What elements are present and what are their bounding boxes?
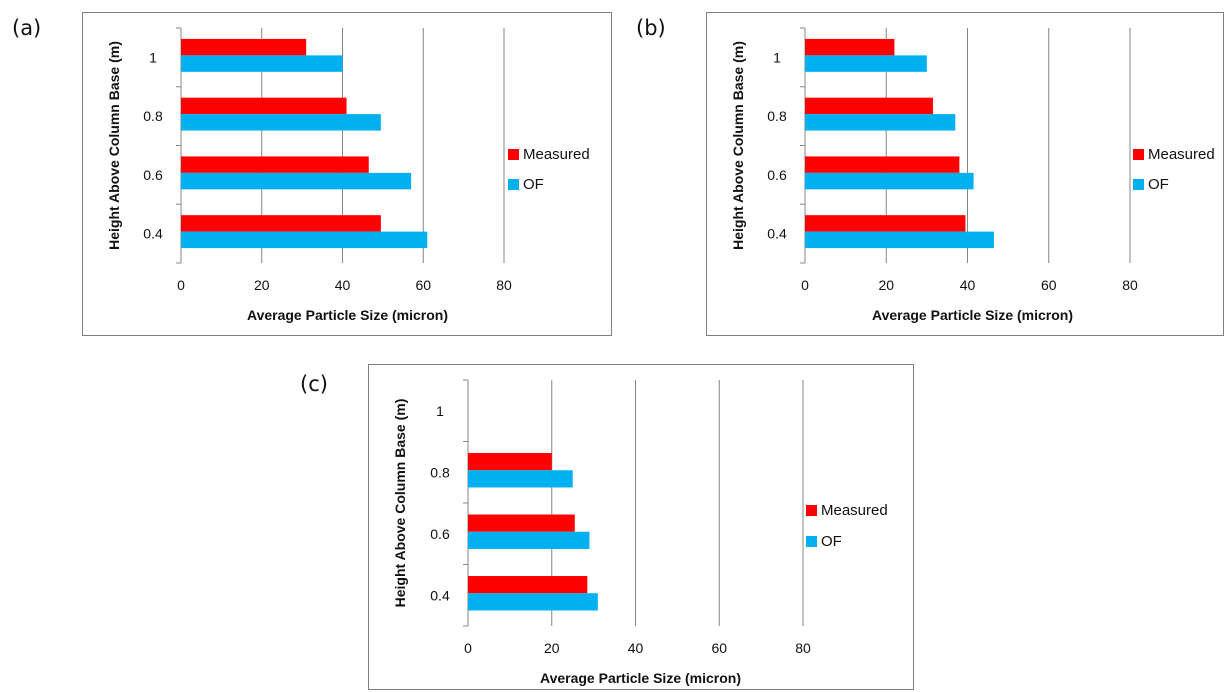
bar-measured <box>468 576 588 594</box>
x-tick-label: 0 <box>177 277 185 293</box>
bar-measured <box>805 156 960 173</box>
panel-c-label: (c) <box>300 372 328 396</box>
y-tick-label: 1 <box>773 49 781 65</box>
bar-measured <box>805 38 895 56</box>
bar-measured <box>181 97 347 115</box>
bar-of <box>805 231 994 249</box>
legend-label-of: OF <box>1148 176 1169 193</box>
legend-swatch-measured <box>1133 149 1144 160</box>
bar-of <box>181 172 412 190</box>
y-axis-title: Height Above Column Base (m) <box>730 41 746 250</box>
bar-measured <box>468 453 552 471</box>
chart-panel-a: 0.4 0.6 0.8 1 0 20 40 60 80 Average Particle Size… <box>82 12 612 336</box>
x-tick-label: 40 <box>628 640 644 656</box>
legend-label-of: OF <box>821 533 842 550</box>
x-tick-label: 80 <box>1122 277 1138 293</box>
y-tick-label: 1 <box>149 49 157 65</box>
y-tick-label: 1 <box>436 403 444 419</box>
y-axis-title: Height Above Column Base (m) <box>392 399 408 608</box>
x-axis-title: Average Particle Size (micron) <box>540 670 741 686</box>
y-tick-label: 0.8 <box>143 108 163 124</box>
bar-of <box>805 55 927 72</box>
x-tick-label: 40 <box>335 277 351 293</box>
y-tick-label: 0.6 <box>143 167 163 183</box>
bar-measured <box>805 97 933 115</box>
legend-label-of: OF <box>523 176 544 193</box>
bar-measured <box>181 215 381 232</box>
legend-swatch-of <box>1133 179 1144 190</box>
x-tick-label: 0 <box>464 640 472 656</box>
y-tick-label: 0.4 <box>143 226 163 242</box>
legend-swatch-measured <box>806 505 817 516</box>
x-tick-label: 60 <box>415 277 431 293</box>
chart-panel-b: 0.4 0.6 0.8 1 0 20 40 60 80 Average Particle Size… <box>706 12 1224 336</box>
bar-measured <box>181 38 307 56</box>
legend-swatch-of <box>508 179 519 190</box>
x-tick-label: 60 <box>711 640 727 656</box>
bar-of <box>468 593 598 611</box>
chart-frame <box>368 364 914 690</box>
panel-a-label: (a) <box>12 16 42 40</box>
bar-of <box>181 55 343 72</box>
x-tick-label: 80 <box>795 640 811 656</box>
bar-of <box>468 531 590 549</box>
bar-measured <box>805 215 966 232</box>
x-tick-label: 20 <box>254 277 270 293</box>
bar-of <box>181 114 381 131</box>
chart-panel-c: 0.4 0.6 0.8 1 0 20 40 60 80 Average Particle Size… <box>368 364 914 690</box>
bar-of <box>805 114 956 131</box>
bar-of <box>468 470 573 488</box>
x-axis-title: Average Particle Size (micron) <box>247 307 448 323</box>
bar-measured <box>468 514 575 532</box>
y-axis-title: Height Above Column Base (m) <box>106 41 122 250</box>
legend-swatch-measured <box>508 149 519 160</box>
x-tick-label: 80 <box>496 277 512 293</box>
legend-swatch-of <box>806 536 817 547</box>
x-tick-label: 0 <box>801 277 809 293</box>
x-tick-label: 40 <box>960 277 976 293</box>
legend-label-measured: Measured <box>1148 146 1215 163</box>
legend-label-measured: Measured <box>523 146 590 163</box>
bar-of <box>181 231 428 249</box>
x-tick-label: 20 <box>544 640 560 656</box>
y-tick-label: 0.6 <box>767 167 787 183</box>
y-tick-label: 0.6 <box>430 526 450 542</box>
y-tick-label: 0.4 <box>767 226 787 242</box>
legend-label-measured: Measured <box>821 502 888 519</box>
y-tick-label: 0.4 <box>430 587 450 603</box>
bar-measured <box>181 156 369 173</box>
panel-b-label: (b) <box>636 16 666 40</box>
x-axis-title: Average Particle Size (micron) <box>872 307 1073 323</box>
x-tick-label: 60 <box>1041 277 1057 293</box>
x-tick-label: 20 <box>878 277 894 293</box>
bar-of <box>805 172 974 190</box>
y-tick-label: 0.8 <box>430 464 450 480</box>
y-tick-label: 0.8 <box>767 108 787 124</box>
